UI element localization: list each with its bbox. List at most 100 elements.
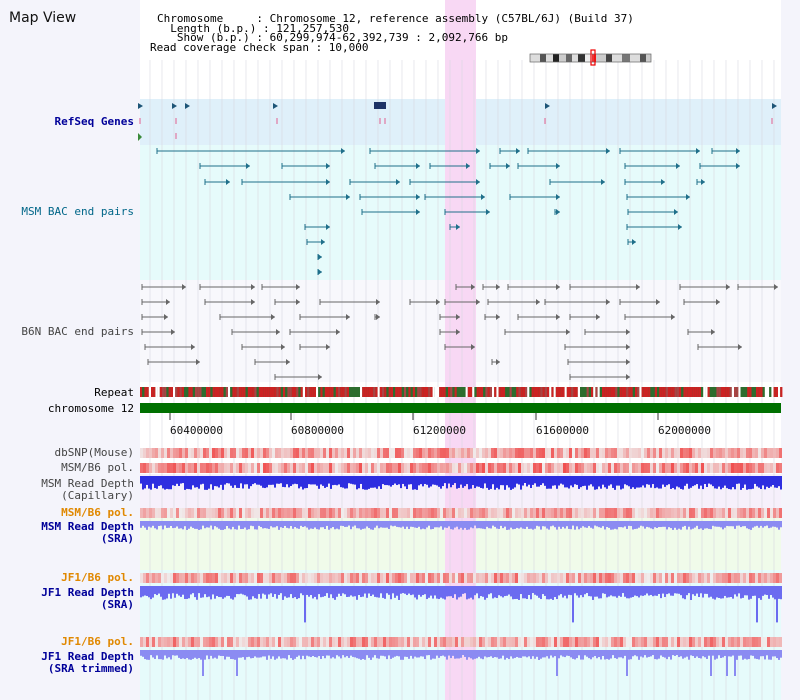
- dbsnp-heat-cell: [290, 448, 293, 458]
- msm-capillary-depth-bar: [628, 476, 630, 487]
- jf1-trimmed-depth-bar: [540, 650, 542, 659]
- jf1-sra-depth-bar: [210, 586, 212, 600]
- msm-b6-pol-2-heat-cell: [584, 508, 587, 518]
- msm-sra-depth-bar: [314, 521, 316, 528]
- track-label-b6n-bac-end-pairs[interactable]: B6N BAC end pairs: [21, 325, 134, 338]
- msm-b6-pol-2-heat-cell: [179, 508, 182, 518]
- repeat-segment: [701, 387, 704, 397]
- jf1-sra-depth-bar: [182, 586, 184, 595]
- msm-sra-depth-bar: [450, 521, 452, 530]
- jf1-trimmed-depth-bar: [258, 650, 260, 658]
- track-label-msm-read-depth-sra-1[interactable]: MSM Read Depth: [41, 520, 134, 533]
- jf1-sra-depth-bar: [200, 586, 202, 598]
- msm-b6-pol-heat-cell: [323, 463, 326, 473]
- msm-sra-depth-bar: [478, 521, 480, 529]
- repeat-segment: [228, 387, 231, 397]
- jf1-sra-depth-bar: [196, 586, 198, 600]
- msm-b6-pol-heat-cell: [185, 463, 188, 473]
- msm-capillary-depth-bar: [288, 476, 290, 488]
- jf1-trimmed-depth-bar: [374, 650, 376, 656]
- jf1-b6-pol-2-heat-cell: [206, 637, 209, 647]
- jf1-trimmed-depth-bar: [566, 650, 568, 656]
- track-label-refseq-genes[interactable]: RefSeq Genes: [54, 115, 134, 128]
- jf1-trimmed-depth-bar: [264, 650, 266, 657]
- jf1-trimmed-depth-bar: [326, 650, 328, 656]
- track-label-jf1-read-depth-sra-1[interactable]: JF1 Read Depth: [41, 586, 134, 599]
- jf1-sra-depth-bar: [694, 586, 696, 596]
- jf1-b6-pol-heat-cell: [704, 573, 707, 583]
- track-label-msm-b6-pol[interactable]: MSM/B6 pol.: [61, 461, 134, 474]
- msm-b6-pol-heat-cell: [668, 463, 671, 473]
- dbsnp-heat-cell: [155, 448, 158, 458]
- dbsnp-heat-cell: [668, 448, 671, 458]
- msm-b6-pol-2-heat-cell: [638, 508, 641, 518]
- jf1-b6-pol-2-heat-cell: [641, 637, 644, 647]
- jf1-sra-depth-bar: [212, 586, 214, 595]
- msm-capillary-depth-bar: [682, 476, 684, 490]
- msm-sra-depth-bar: [486, 521, 488, 527]
- jf1-sra-depth-bar: [274, 586, 276, 595]
- msm-bac-pair: [416, 194, 420, 200]
- jf1-b6-pol-heat-cell: [734, 573, 737, 583]
- track-label-dbsnp[interactable]: dbSNP(Mouse): [54, 446, 134, 459]
- jf1-sra-depth-bar: [614, 586, 616, 597]
- dbsnp-heat-cell: [569, 448, 572, 458]
- ideogram-band: [566, 54, 572, 62]
- msm-capillary-depth-bar: [414, 476, 416, 490]
- jf1-trimmed-depth-bar: [462, 650, 464, 656]
- jf1-sra-depth-bar: [776, 586, 778, 623]
- msm-sra-depth-bar: [620, 521, 622, 528]
- jf1-trimmed-depth-bar: [640, 650, 642, 657]
- jf1-trimmed-depth-bar: [564, 650, 566, 658]
- jf1-b6-pol-heat-cell: [455, 573, 458, 583]
- track-label-jf1-b6-pol-2[interactable]: JF1/B6 pol.: [61, 635, 134, 648]
- repeat-segment: [397, 387, 400, 397]
- jf1-b6-pol-2-heat-cell: [644, 637, 647, 647]
- msm-sra-depth-bar: [264, 521, 266, 529]
- msm-b6-pol-heat-cell: [539, 463, 542, 473]
- msm-sra-depth-bar: [494, 521, 496, 527]
- jf1-trimmed-depth-bar: [220, 650, 222, 656]
- jf1-sra-depth-bar: [656, 586, 658, 596]
- jf1-sra-depth-bar: [308, 586, 310, 597]
- dbsnp-heat-cell: [404, 448, 407, 458]
- track-label-jf1-read-depth-trimmed-1[interactable]: JF1 Read Depth: [41, 650, 134, 663]
- track-label-msm-b6-pol-2[interactable]: MSM/B6 pol.: [61, 506, 134, 519]
- track-label-jf1-b6-pol[interactable]: JF1/B6 pol.: [61, 571, 134, 584]
- msm-b6-pol-heat-cell: [491, 463, 494, 473]
- dbsnp-heat-cell: [656, 448, 659, 458]
- track-label-msm-bac-end-pairs[interactable]: MSM BAC end pairs: [21, 205, 134, 218]
- jf1-sra-depth-bar: [506, 586, 508, 596]
- msm-b6-pol-2-heat-cell: [419, 508, 422, 518]
- msm-sra-depth-bar: [292, 521, 294, 529]
- jf1-b6-pol-2-heat-cell: [143, 637, 146, 647]
- msm-sra-depth-bar: [584, 521, 586, 528]
- jf1-trimmed-depth-bar: [734, 650, 736, 676]
- jf1-trimmed-depth-bar: [542, 650, 544, 658]
- msm-capillary-depth-bar: [768, 476, 770, 488]
- track-label-msm-read-depth-capillary-1[interactable]: MSM Read Depth: [41, 477, 134, 490]
- msm-sra-depth-bar: [764, 521, 766, 527]
- jf1-sra-depth-bar: [336, 586, 338, 597]
- jf1-b6-pol-heat-cell: [770, 573, 773, 583]
- jf1-trimmed-depth-bar: [720, 650, 722, 659]
- repeat-segment: [432, 387, 435, 397]
- jf1-sra-depth-bar: [310, 586, 312, 596]
- repeat-segment: [456, 387, 459, 397]
- msm-b6-pol-heat-cell: [341, 463, 344, 473]
- jf1-b6-pol-2-heat-cell: [503, 637, 506, 647]
- jf1-sra-depth-bar: [270, 586, 272, 594]
- msm-capillary-depth-bar: [604, 476, 606, 488]
- jf1-b6-pol-heat-cell: [413, 573, 416, 583]
- jf1-b6-pol-2-heat-cell: [452, 637, 455, 647]
- repeat-segment: [353, 387, 356, 397]
- jf1-b6-pol-heat-cell: [191, 573, 194, 583]
- msm-capillary-depth-bar: [626, 476, 628, 486]
- jf1-b6-pol-2-heat-cell: [275, 637, 278, 647]
- msm-sra-depth-bar: [290, 521, 292, 527]
- msm-capillary-depth-bar: [240, 476, 242, 484]
- dbsnp-heat-cell: [542, 448, 545, 458]
- repeat-segment: [454, 387, 457, 397]
- jf1-sra-depth-bar: [386, 586, 388, 594]
